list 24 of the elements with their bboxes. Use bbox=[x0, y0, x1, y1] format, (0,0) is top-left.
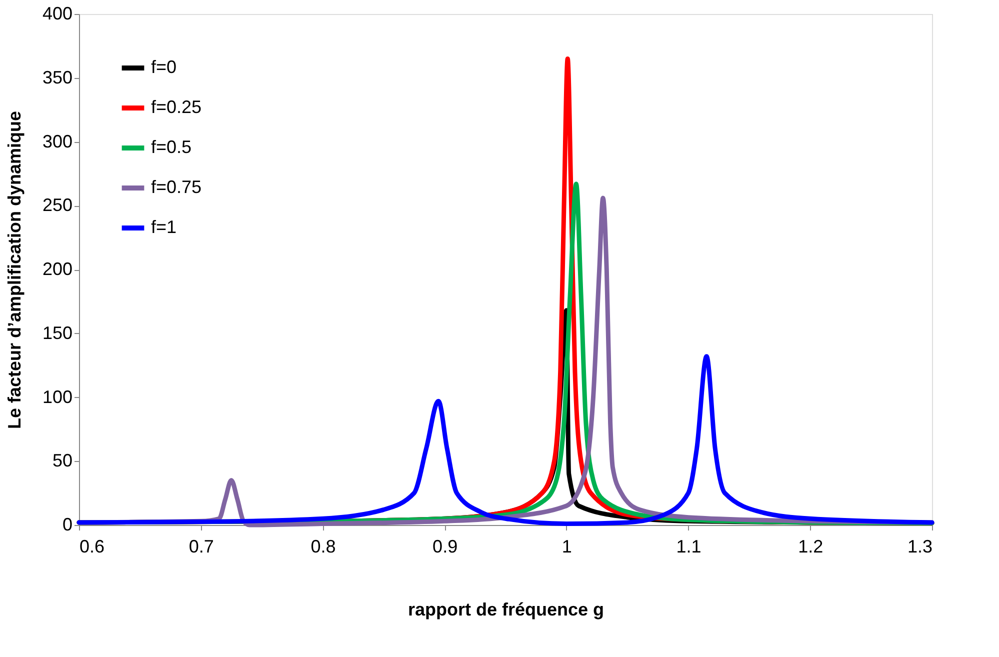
legend-label: f=1 bbox=[151, 217, 177, 237]
y-tick-label: 250 bbox=[42, 195, 72, 216]
x-axis-title: rapport de fréquence g bbox=[408, 600, 604, 620]
x-tick-label: 1 bbox=[562, 536, 572, 556]
y-tick-label: 100 bbox=[42, 386, 72, 407]
y-tick-label: 350 bbox=[42, 67, 72, 88]
x-tick-label: 0.6 bbox=[80, 536, 105, 556]
y-axis-title: Le facteur d’amplification dynamique bbox=[4, 110, 24, 430]
x-tick-label: 0.9 bbox=[432, 536, 458, 556]
x-tick-label: 1.3 bbox=[907, 536, 932, 556]
x-tick-label: 1.2 bbox=[798, 536, 824, 556]
y-tick-label: 400 bbox=[42, 4, 72, 24]
legend-label: f=0 bbox=[151, 57, 177, 77]
y-tick-label: 300 bbox=[42, 131, 72, 152]
x-tick-label: 0.7 bbox=[188, 536, 214, 556]
y-tick-label: 200 bbox=[42, 259, 72, 279]
legend-label: f=0.25 bbox=[151, 97, 202, 117]
y-tick-label: 50 bbox=[52, 450, 72, 471]
legend-label: f=0.75 bbox=[151, 177, 202, 197]
y-tick-label: 150 bbox=[42, 322, 72, 343]
y-tick-label: 0 bbox=[62, 514, 72, 534]
x-tick-label: 1.1 bbox=[676, 536, 702, 556]
x-tick-label: 0.8 bbox=[310, 536, 336, 556]
legend-label: f=0.5 bbox=[151, 137, 192, 157]
